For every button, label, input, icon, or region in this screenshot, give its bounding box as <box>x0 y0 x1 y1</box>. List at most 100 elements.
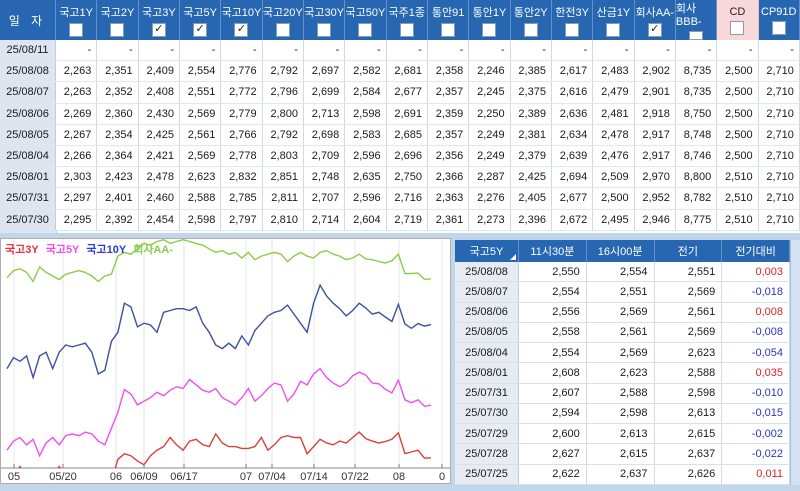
column-checkbox[interactable] <box>275 22 290 37</box>
time-1600-cell: 2,637 <box>586 464 655 484</box>
time-1600-cell: 2,588 <box>586 383 655 403</box>
column-header[interactable]: 국고3Y <box>138 0 180 40</box>
column-checkbox[interactable] <box>730 20 745 35</box>
column-header[interactable]: 산금1Y <box>593 0 635 40</box>
date-cell: 25/07/31 <box>455 383 519 403</box>
rate-cell: 2,707 <box>303 188 346 209</box>
table-row: 25/07/31 2,297 2,401 2,460 2,588 2,785 2,811 2,… <box>0 188 800 210</box>
change-cell: 0,003 <box>722 262 790 282</box>
column-header[interactable]: 통안2Y <box>510 0 552 40</box>
rate-cell: 2,918 <box>634 103 676 124</box>
rate-cell: 2,500 <box>717 61 759 82</box>
time-1130-cell: 2,554 <box>519 282 587 302</box>
column-header[interactable]: 국고5Y <box>179 0 222 40</box>
date-cell: 25/08/06 <box>0 103 56 124</box>
column-header-label: 국고20Y <box>262 6 303 19</box>
sort-icon[interactable] <box>510 254 516 260</box>
rate-cell: 2,430 <box>138 103 180 124</box>
column-checkbox[interactable] <box>482 22 497 37</box>
date-cell: 25/07/31 <box>0 188 56 209</box>
time-1600-cell: 2,561 <box>586 322 655 343</box>
previous-cell: 2,588 <box>654 363 723 383</box>
column-checkbox[interactable] <box>358 22 373 37</box>
column-checkbox[interactable] <box>771 20 786 35</box>
previous-cell: 2,623 <box>654 343 723 363</box>
rate-cell: - <box>593 40 635 61</box>
legend-item: 국고10Y <box>86 244 127 256</box>
rate-cell: 2,359 <box>427 103 470 124</box>
rate-cell: 2,405 <box>510 188 552 209</box>
rate-cell: - <box>138 40 180 61</box>
legend-item: 국고5Y <box>45 244 80 256</box>
column-header[interactable]: 회사BBB- <box>675 0 718 40</box>
rate-cell: - <box>97 40 139 61</box>
column-checkbox[interactable] <box>69 22 84 37</box>
column-checkbox[interactable] <box>523 22 538 37</box>
column-checkbox[interactable] <box>193 22 208 37</box>
column-checkbox[interactable] <box>441 22 456 37</box>
time-1600-cell: 2,554 <box>586 262 655 282</box>
date-cell: 25/07/30 <box>455 403 519 424</box>
rate-cell: 2,476 <box>593 145 635 167</box>
column-header[interactable]: CD <box>717 0 759 40</box>
column-header[interactable]: 회사AA- <box>634 0 676 40</box>
rate-cell: 2,811 <box>262 188 304 209</box>
quote-column-header[interactable]: 11시30분 <box>519 240 587 262</box>
column-checkbox[interactable] <box>317 22 332 37</box>
quote-row: 25/08/06 2,556 2,569 2,561 0,008 <box>455 302 790 323</box>
column-header[interactable]: 국고1Y <box>56 0 98 40</box>
column-header[interactable]: 국고2Y <box>97 0 139 40</box>
column-header[interactable]: 통안91 <box>427 0 470 40</box>
quote-row: 25/08/08 2,550 2,554 2,551 0,003 <box>455 262 790 283</box>
quote-column-header[interactable]: 국고5Y <box>455 240 519 262</box>
rate-cell: 2,510 <box>717 188 759 209</box>
quote-column-header[interactable]: 16시00분 <box>586 240 655 262</box>
time-1130-cell: 2,608 <box>519 363 587 383</box>
rate-cell: 8,748 <box>675 124 718 145</box>
column-checkbox[interactable] <box>399 22 414 37</box>
column-header-label: 국고3Y <box>141 6 176 19</box>
rate-cell: 8,782 <box>675 188 718 209</box>
column-checkbox[interactable] <box>110 22 125 37</box>
column-header[interactable]: 국고30Y <box>303 0 346 40</box>
column-checkbox[interactable] <box>689 31 704 40</box>
time-1130-cell: 2,594 <box>519 403 587 424</box>
rate-cell: 2,792 <box>262 61 304 82</box>
rate-cell: 2,500 <box>717 124 759 145</box>
column-checkbox[interactable] <box>234 22 249 37</box>
column-checkbox[interactable] <box>647 22 662 37</box>
rate-cell: 2,249 <box>469 145 511 167</box>
scrollbar-track[interactable] <box>790 240 800 485</box>
rate-cell: 2,750 <box>386 167 428 188</box>
column-header[interactable]: 국고50Y <box>345 0 387 40</box>
time-1130-cell: 2,627 <box>519 444 587 464</box>
column-checkbox[interactable] <box>565 22 580 37</box>
rate-cell: 2,273 <box>469 209 511 230</box>
column-checkbox[interactable] <box>151 22 166 37</box>
rate-cell: 2,460 <box>138 188 180 209</box>
quote-column-header[interactable]: 전기대비 <box>722 240 790 262</box>
rate-cell: 2,710 <box>758 103 800 124</box>
column-header[interactable]: 국주1종 <box>386 0 428 40</box>
rate-cell: 2,604 <box>345 209 387 230</box>
column-header[interactable]: 국고10Y <box>221 0 263 40</box>
column-header[interactable]: CP91D <box>758 0 800 40</box>
rate-cell: 2,389 <box>510 103 552 124</box>
change-cell: 0,035 <box>722 363 790 383</box>
change-cell: -0,022 <box>722 444 790 464</box>
rate-cell: - <box>179 40 222 61</box>
rate-cell: 2,478 <box>593 124 635 145</box>
rate-cell: 2,500 <box>717 103 759 124</box>
date-cell: 25/08/06 <box>455 302 519 322</box>
rates-chart-panel: 국고3Y 국고5Y 국고10Y 회사AA- 05 05/20 06 06/09 06/17 07… <box>0 238 451 484</box>
rate-cell: 2,583 <box>345 124 387 145</box>
column-header[interactable]: 한전3Y <box>551 0 594 40</box>
series-line <box>18 431 432 468</box>
column-header[interactable]: 통안1Y <box>469 0 511 40</box>
rate-cell: 2,245 <box>469 82 511 103</box>
time-1600-cell: 2,569 <box>586 343 655 363</box>
rate-cell: 2,423 <box>97 167 139 188</box>
column-checkbox[interactable] <box>606 22 621 37</box>
quote-column-header[interactable]: 전기 <box>654 240 723 262</box>
column-header[interactable]: 국고20Y <box>262 0 304 40</box>
